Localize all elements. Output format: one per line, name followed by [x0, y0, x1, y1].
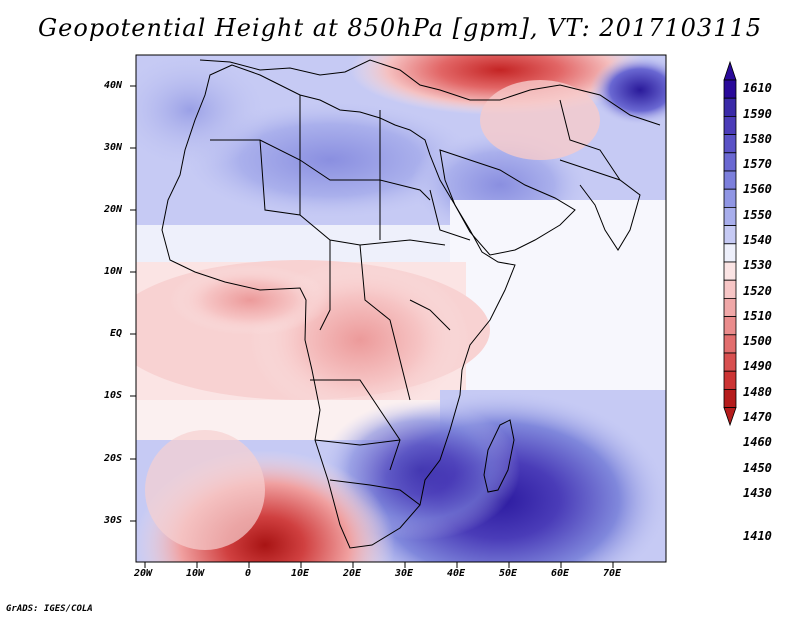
colorbar-label: 1570 [743, 157, 772, 171]
lat-label: EQ [110, 328, 123, 339]
colorbar-label: 1590 [743, 107, 772, 121]
lat-label: 40N [104, 80, 123, 91]
colorbar-label: 1560 [743, 182, 772, 196]
colorbar-label: 1510 [743, 309, 772, 323]
lon-label: 20W [134, 568, 153, 579]
colorbar-swatch [723, 97, 737, 117]
colorbar-top-arrow [723, 60, 737, 81]
colorbar-swatch [723, 316, 737, 336]
colorbar-label: 1450 [743, 461, 772, 475]
colorbar-label: 1530 [743, 258, 772, 272]
colorbar-swatch [723, 225, 737, 245]
lon-label: 20E [343, 568, 362, 579]
colorbar-swatch [723, 334, 737, 354]
colorbar-swatch [723, 370, 737, 390]
colorbar-label: 1520 [743, 284, 772, 298]
lat-label: 30N [104, 142, 123, 153]
colorbar [723, 60, 737, 427]
lon-label: 50E [499, 568, 518, 579]
colorbar-label: 1470 [743, 410, 772, 424]
colorbar-label: 1550 [743, 208, 772, 222]
colorbar-label: 1580 [743, 132, 772, 146]
colorbar-swatch [723, 388, 737, 408]
colorbar-swatch [723, 352, 737, 372]
coastlines [161, 59, 661, 549]
colorbar-label: 1540 [743, 233, 772, 247]
colorbar-label: 1490 [743, 359, 772, 373]
lon-label: 70E [603, 568, 622, 579]
lon-label: 10W [186, 568, 205, 579]
colorbar-swatch [723, 297, 737, 317]
colorbar-swatch [723, 152, 737, 172]
colorbar-label: 1430 [743, 486, 772, 500]
colorbar-swatch [723, 261, 737, 281]
colorbar-swatch [723, 134, 737, 154]
lat-label: 30S [104, 515, 123, 526]
colorbar-swatch [723, 206, 737, 226]
colorbar-bottom-arrow [723, 407, 737, 427]
colorbar-swatch [723, 279, 737, 299]
lat-label: 20S [104, 453, 123, 464]
lat-label: 20N [104, 204, 123, 215]
lon-label: 30E [395, 568, 414, 579]
chart-title: Geopotential Height at 850hPa [gpm], VT:… [38, 14, 762, 42]
colorbar-swatch [723, 116, 737, 136]
plot-frame [135, 54, 667, 563]
credit-text: GrADS: IGES/COLA [6, 604, 93, 614]
lat-label: 10N [104, 266, 123, 277]
colorbar-label: 1610 [743, 81, 772, 95]
lon-label: 10E [291, 568, 310, 579]
axis-ticks [130, 85, 614, 568]
lon-label: 40E [447, 568, 466, 579]
lon-label: 60E [551, 568, 570, 579]
colorbar-swatch [723, 243, 737, 263]
colorbar-swatch [723, 188, 737, 208]
colorbar-swatch [723, 79, 737, 99]
colorbar-label: 1480 [743, 385, 772, 399]
colorbar-swatch [723, 170, 737, 190]
colorbar-label: 1410 [743, 529, 772, 543]
colorbar-label: 1500 [743, 334, 772, 348]
colorbar-label: 1460 [743, 435, 772, 449]
lat-label: 10S [104, 390, 123, 401]
lon-label: 0 [245, 568, 252, 579]
